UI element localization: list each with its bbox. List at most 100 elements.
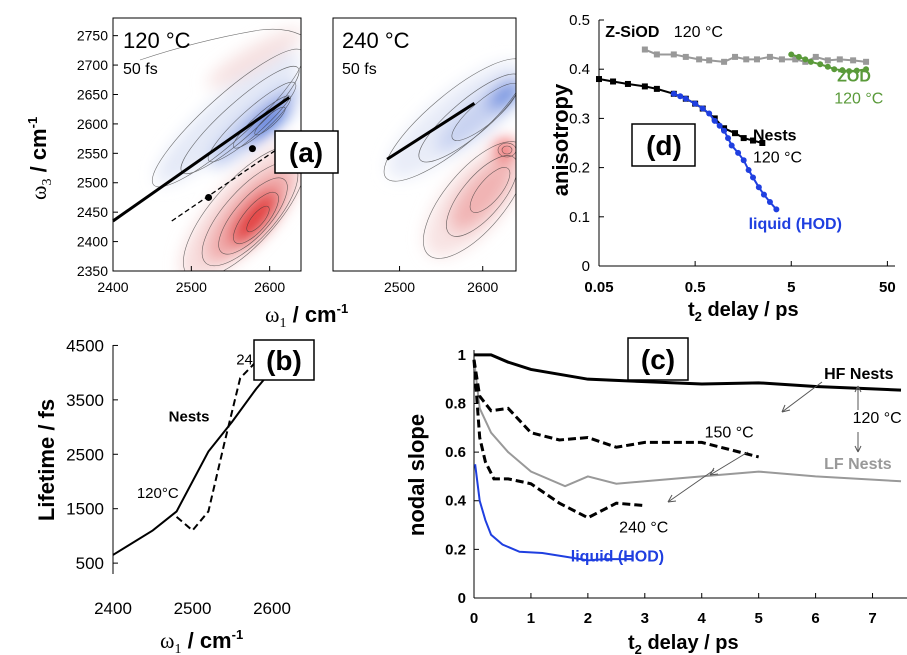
data-point bbox=[721, 127, 728, 134]
data-point bbox=[641, 46, 648, 53]
data-point bbox=[653, 85, 660, 92]
c-annotations: HF Nests 120 °C 150 °C LF Nests 240 °C liquid… bbox=[571, 366, 902, 565]
c-ylabel: nodal slope bbox=[404, 414, 429, 536]
x-tick-label: 1 bbox=[527, 610, 535, 627]
annotation: liquid (HOD) bbox=[749, 216, 842, 233]
x-tick-label: 2600 bbox=[467, 279, 498, 295]
data-point bbox=[760, 191, 767, 198]
data-point bbox=[716, 122, 723, 129]
y-tick-label: 0.4 bbox=[569, 61, 590, 78]
data-point bbox=[670, 90, 677, 97]
lifetime-120C-line bbox=[112, 369, 273, 556]
node-marker bbox=[205, 193, 213, 201]
annotation: 150 °C bbox=[705, 425, 754, 442]
x-tick-label: 2 bbox=[584, 610, 592, 627]
data-point bbox=[682, 95, 689, 102]
d-annotations: Z-SiOD 120 °C ZOD 120 °C Nests 120 °C liquid (… bbox=[605, 24, 883, 233]
lifetime-240C-line bbox=[175, 352, 273, 532]
b-series bbox=[112, 352, 273, 556]
y-tick-label: 2650 bbox=[77, 86, 108, 102]
x-tick-label: 6 bbox=[811, 610, 819, 627]
x-tick-label: 4 bbox=[698, 610, 707, 627]
data-point bbox=[812, 53, 819, 60]
x-tick-label: 2500 bbox=[176, 279, 207, 295]
annotation: 120°C bbox=[137, 485, 179, 502]
c-ticks: 0 0.2 0.4 0.6 0.8 1 0 1 2 3 4 5 6 7 bbox=[445, 347, 877, 627]
a-right-subtitle: 50 fs bbox=[342, 61, 377, 78]
data-point bbox=[745, 167, 752, 174]
data-point bbox=[853, 67, 860, 74]
y-tick-label: 4500 bbox=[66, 336, 104, 355]
annotation: 120 °C bbox=[834, 91, 883, 108]
b-label: (b) bbox=[266, 345, 302, 376]
c-label-box bbox=[627, 337, 689, 381]
y-tick-label: 500 bbox=[76, 554, 104, 573]
data-point bbox=[725, 135, 732, 142]
data-point bbox=[750, 174, 757, 181]
annotation: Nests bbox=[753, 128, 797, 145]
solid-center-line-120C bbox=[112, 96, 291, 223]
data-point bbox=[692, 100, 699, 107]
a-label-box bbox=[274, 130, 339, 174]
data-point bbox=[711, 117, 718, 124]
data-point bbox=[755, 184, 762, 191]
y-tick-label: 2700 bbox=[77, 57, 108, 73]
annotation: ZOD bbox=[837, 69, 871, 86]
c-xlabel: t2 delay / ps bbox=[628, 632, 739, 655]
a-x-ticks: 2400 2500 2600 2500 2600 bbox=[97, 266, 499, 295]
data-point bbox=[795, 53, 802, 60]
a-label: (a) bbox=[289, 137, 323, 168]
data-point bbox=[831, 66, 838, 73]
data-point bbox=[706, 57, 713, 64]
panel-d: 00.10.20.30.40.50.05 0.5 5 50 Z-SiOD 120 °CZ… bbox=[548, 12, 896, 324]
c-arrows bbox=[667, 381, 862, 503]
data-point bbox=[653, 51, 660, 58]
y-tick-label: 3500 bbox=[66, 391, 104, 410]
y-tick-label: 0.5 bbox=[569, 12, 590, 29]
y-tick-label: 2500 bbox=[66, 445, 104, 464]
y-tick-label: 0.3 bbox=[569, 110, 590, 127]
d-series bbox=[596, 46, 870, 213]
x-tick-label: 2400 bbox=[94, 599, 132, 618]
y-tick-label: 0.8 bbox=[445, 395, 466, 412]
y-tick-label: 2750 bbox=[77, 28, 108, 44]
data-point bbox=[624, 80, 631, 87]
annotation: Z-SiOD bbox=[605, 24, 659, 41]
x-tick-label: 3 bbox=[641, 610, 649, 627]
data-point bbox=[792, 56, 799, 63]
a-ylabel: ω3 / cm-1 bbox=[25, 117, 55, 200]
data-point bbox=[824, 57, 831, 64]
data-point bbox=[836, 56, 843, 63]
data-point bbox=[817, 61, 824, 68]
data-point bbox=[696, 56, 703, 63]
y-tick-label: 0 bbox=[582, 258, 590, 275]
y-tick-label: 1500 bbox=[66, 500, 104, 519]
data-point bbox=[610, 78, 617, 85]
y-tick-label: 1 bbox=[458, 347, 466, 364]
c-series bbox=[472, 353, 902, 562]
data-point bbox=[641, 83, 648, 90]
annotation: 120 °C bbox=[674, 24, 723, 41]
x-tick-label: 2600 bbox=[254, 279, 285, 295]
data-point bbox=[839, 67, 846, 74]
x-tick-label: 2500 bbox=[174, 599, 212, 618]
node-markers bbox=[205, 145, 256, 201]
data-point bbox=[743, 56, 750, 63]
data-point bbox=[706, 110, 713, 117]
x-tick-label: 2600 bbox=[253, 599, 291, 618]
data-point bbox=[740, 135, 747, 142]
d-xlabel: t2 delay / ps bbox=[688, 299, 799, 324]
data-point bbox=[846, 68, 853, 75]
y-tick-label: 2450 bbox=[77, 204, 108, 220]
dashed-node-line-120C bbox=[171, 135, 298, 222]
x-tick-label: 0.5 bbox=[685, 279, 706, 296]
data-point bbox=[728, 142, 735, 149]
data-point bbox=[721, 58, 728, 65]
x-tick-label: 50 bbox=[879, 279, 896, 296]
annotation: 240 °C bbox=[619, 519, 668, 536]
series-line bbox=[472, 359, 760, 459]
annotation: 120 °C bbox=[853, 410, 902, 427]
